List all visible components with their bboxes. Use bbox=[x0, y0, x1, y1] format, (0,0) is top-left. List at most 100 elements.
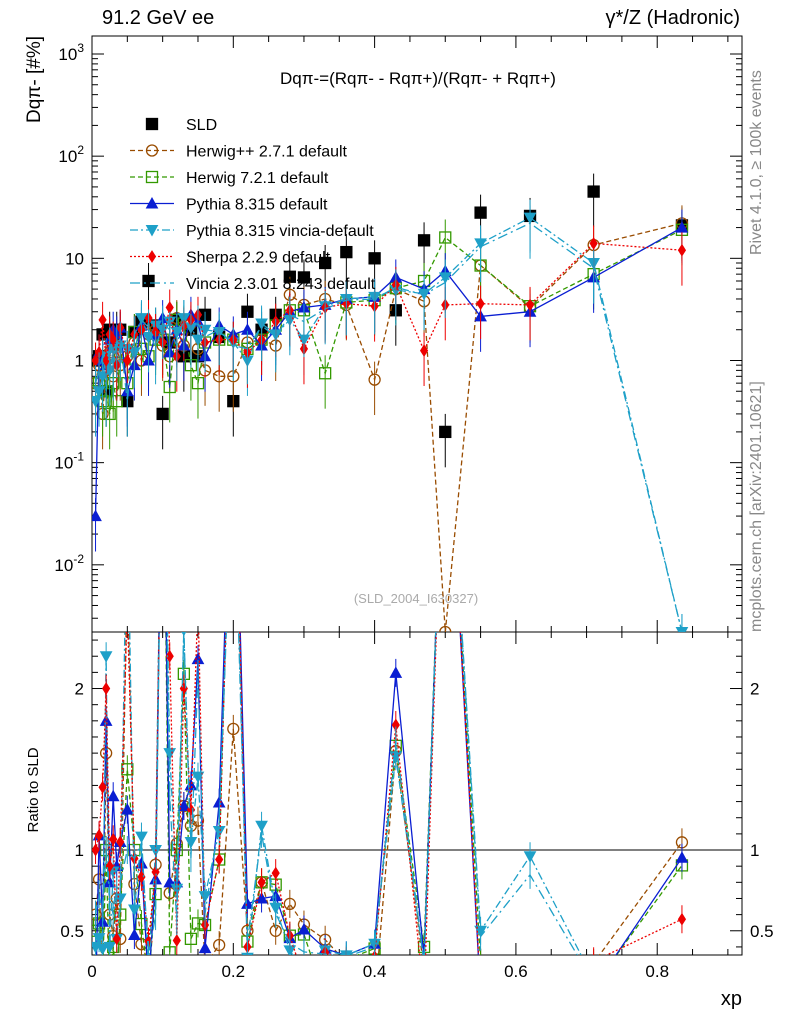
ratio-point bbox=[298, 967, 309, 977]
ratio-point bbox=[320, 993, 331, 1004]
data-point bbox=[98, 313, 107, 327]
ratio-point bbox=[128, 904, 141, 917]
legend-label: Sherpa 2.2.9 default bbox=[186, 250, 331, 267]
ratio-point bbox=[194, 595, 201, 606]
data-point bbox=[340, 245, 353, 259]
ratio-point bbox=[94, 828, 104, 842]
ratio-point bbox=[677, 912, 687, 926]
series-herwig-2-7-1-default bbox=[92, 205, 689, 632]
ratio-point bbox=[98, 780, 107, 794]
ratio-point bbox=[369, 996, 380, 1007]
ratio-point bbox=[112, 932, 121, 946]
ratio-point bbox=[440, 360, 451, 371]
ratio-point bbox=[191, 814, 205, 827]
ratio-point bbox=[212, 795, 226, 808]
ratio-point bbox=[271, 866, 280, 880]
data-point bbox=[439, 425, 452, 439]
ratio-point bbox=[475, 990, 486, 1000]
legend-entry: Herwig 7.2.1 default bbox=[130, 170, 329, 187]
y-axis-label: Dqπ- [#%] bbox=[24, 36, 45, 123]
ratio-point bbox=[525, 985, 536, 996]
ratio-axis-label: Ratio to SLD bbox=[25, 747, 42, 832]
ratio-point bbox=[525, 987, 536, 997]
ratio-point bbox=[215, 853, 224, 866]
data-point bbox=[319, 367, 332, 380]
ratio-point bbox=[143, 961, 154, 971]
legend-label: Pythia 8.315 default bbox=[186, 197, 328, 214]
ratio-point bbox=[475, 957, 486, 968]
ratio-point bbox=[111, 974, 122, 985]
ratio-point bbox=[170, 843, 183, 857]
ratio-point bbox=[97, 979, 108, 990]
y-tick-label: 10-2 bbox=[54, 552, 84, 575]
ratio-point bbox=[122, 482, 133, 492]
ratio-point bbox=[346, 954, 347, 955]
data-point bbox=[476, 297, 485, 311]
ratio-point bbox=[442, 360, 449, 371]
ratio-point bbox=[213, 938, 226, 952]
ratio-y-tick-label-right: 2 bbox=[750, 680, 759, 699]
ratio-point bbox=[676, 1007, 687, 1017]
legend-entry: Pythia 8.315 default bbox=[130, 197, 328, 214]
ratio-point bbox=[341, 957, 352, 968]
x-tick-label: 0.8 bbox=[645, 962, 669, 981]
ratio-series-pythia-8-315-vincia-default bbox=[92, 361, 687, 1017]
legend-marker bbox=[145, 196, 159, 209]
ratio-point bbox=[523, 851, 537, 863]
x-tick-label: 0.6 bbox=[504, 962, 528, 981]
data-point bbox=[368, 373, 381, 386]
ratio-point bbox=[170, 883, 184, 896]
ratio-point bbox=[106, 789, 120, 802]
ratio-point bbox=[143, 976, 154, 987]
ratio-point bbox=[198, 941, 212, 954]
ratio-point bbox=[97, 970, 108, 981]
ratio-point bbox=[151, 865, 160, 879]
ratio-point bbox=[163, 748, 177, 760]
ratio-point bbox=[283, 897, 296, 911]
ratio-point bbox=[124, 602, 131, 613]
data-point bbox=[525, 298, 535, 312]
data-point bbox=[319, 256, 332, 270]
ratio-point bbox=[675, 851, 689, 863]
ratio-series-pythia-8-315-default bbox=[92, 360, 689, 1000]
x-tick-label: 0.4 bbox=[363, 962, 387, 981]
ratio-y-tick-label: 1 bbox=[75, 841, 84, 860]
ratio-y-tick-label: 2 bbox=[75, 680, 84, 699]
ratio-point bbox=[92, 843, 100, 857]
data-point bbox=[439, 625, 452, 632]
ratio-point bbox=[389, 666, 403, 678]
legend-entry: Herwig++ 2.7.1 default bbox=[130, 144, 348, 161]
legend-entry: SLD bbox=[145, 117, 217, 134]
y-tick-label: 102 bbox=[58, 143, 84, 166]
data-point bbox=[109, 333, 118, 347]
ratio-point bbox=[122, 562, 133, 573]
legend-label: Vincia 2.3.01 8.243 default bbox=[186, 276, 376, 293]
ratio-plot-frame bbox=[91, 631, 743, 956]
y-tick-label: 10-1 bbox=[54, 450, 84, 473]
ratio-point bbox=[172, 934, 181, 947]
ratio-point bbox=[143, 979, 154, 989]
ratio-series-herwig-2-7-1-default bbox=[92, 562, 689, 1007]
ratio-point bbox=[96, 943, 109, 955]
ratio-point bbox=[421, 993, 428, 1004]
ratio-point bbox=[200, 960, 211, 971]
ratio-series-sherpa-2-2-9-default bbox=[92, 360, 687, 1004]
ratio-point bbox=[241, 897, 254, 909]
ratio-point bbox=[137, 870, 146, 884]
data-point bbox=[677, 243, 687, 257]
legend-marker bbox=[145, 144, 159, 157]
ratio-point bbox=[128, 928, 141, 941]
ratio-point bbox=[143, 958, 154, 969]
ratio-point bbox=[440, 361, 451, 371]
ratio-point bbox=[588, 975, 599, 985]
ratio-point bbox=[120, 803, 134, 815]
ratio-point bbox=[103, 941, 117, 954]
data-point bbox=[587, 185, 600, 198]
ratio-point bbox=[419, 959, 430, 969]
ratio-point bbox=[440, 360, 451, 370]
ratio-point bbox=[227, 722, 240, 736]
ratio-point bbox=[257, 875, 266, 889]
series-pythia-8-315-vincia-default bbox=[92, 199, 689, 632]
ratio-point bbox=[116, 835, 125, 849]
